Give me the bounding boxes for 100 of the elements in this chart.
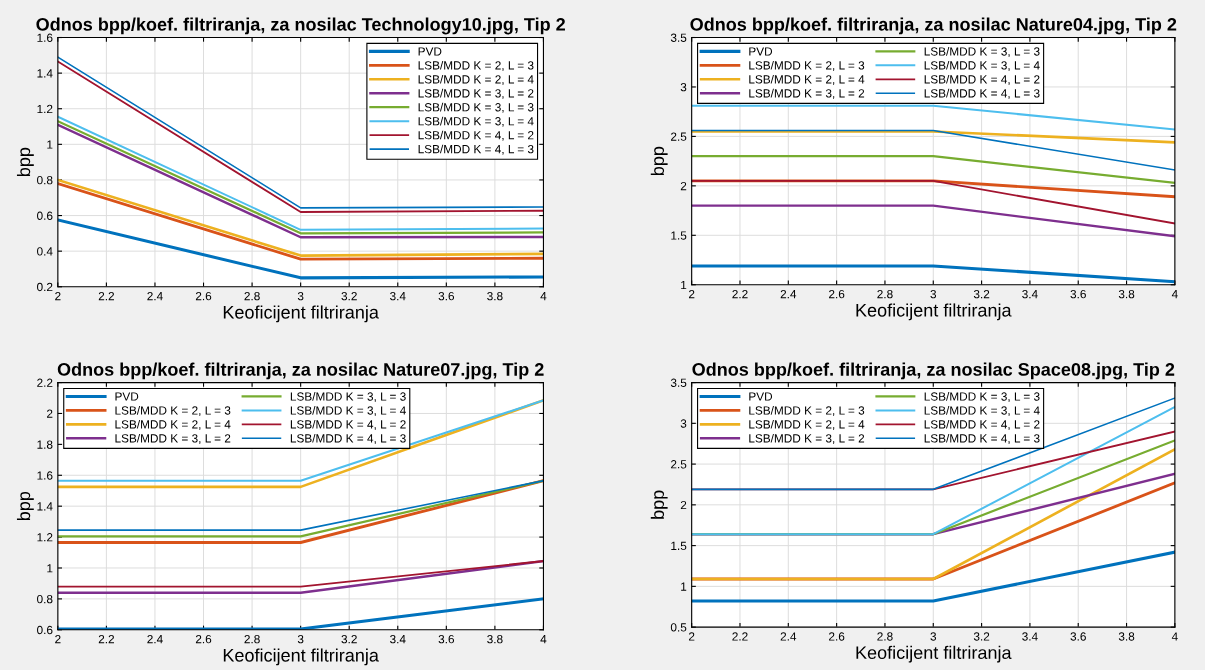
y-tick-label: 1.6: [37, 33, 53, 42]
x-tick-label: 3.2: [341, 634, 357, 644]
legend-label: LSB/MDD K = 3, L = 4: [924, 60, 1040, 71]
legend-label: LSB/MDD K = 4, L = 3: [924, 433, 1040, 444]
x-tick-label: 4: [540, 292, 547, 301]
y-tick-label: 0.6: [37, 211, 53, 220]
y-axis-title: bpp: [650, 146, 668, 176]
legend-label: LSB/MDD K = 3, L = 4: [418, 116, 534, 127]
x-tick-label: 2.2: [98, 634, 115, 644]
x-tick-label: 2.6: [829, 289, 845, 299]
y-tick-label: 3: [680, 83, 687, 92]
x-tick-label: 2.8: [877, 632, 893, 641]
y-tick-label: 2.5: [670, 132, 687, 141]
x-axis-title: Keoficijent filtriranja: [856, 645, 1012, 663]
legend-label: LSB/MDD K = 2, L = 4: [115, 419, 231, 430]
legend-label: LSB/MDD K = 4, L = 3: [418, 144, 534, 155]
y-axis-title: bpp: [16, 147, 34, 177]
x-tick-label: 2: [55, 291, 61, 301]
x-tick-label: 2: [688, 289, 695, 299]
x-tick-label: 2.2: [732, 289, 748, 299]
legend-label: LSB/MDD K = 3, L = 2: [115, 433, 231, 444]
x-tick-label: 3.8: [1118, 632, 1135, 641]
legend-label: LSB/MDD K = 2, L = 3: [115, 405, 231, 417]
y-tick-label: 1: [47, 140, 53, 149]
legend-label: LSB/MDD K = 3, L = 3: [924, 392, 1040, 403]
y-tick-label: 1.2: [37, 104, 53, 114]
x-tick-label: 2.4: [147, 291, 163, 301]
x-tick-label: 4: [540, 635, 547, 644]
y-tick-label: 2.2: [37, 378, 53, 387]
y-axis-title: bpp: [16, 491, 34, 521]
x-tick-label: 3: [297, 634, 304, 644]
x-tick-label: 3.8: [487, 634, 503, 644]
x-tick-label: 3.6: [1070, 632, 1086, 641]
x-tick-label: 2.4: [780, 289, 797, 299]
legend-label: LSB/MDD K = 4, L = 2: [290, 419, 406, 430]
x-tick-label: 3: [930, 632, 937, 641]
x-tick-label: 2.2: [98, 291, 115, 301]
x-axis-title: Keoficijent filtriranja: [856, 303, 1012, 321]
x-tick-label: 2.4: [780, 632, 797, 641]
y-tick-label: 1: [681, 582, 687, 591]
y-tick-label: 1: [47, 564, 53, 573]
y-tick-label: 3: [680, 419, 687, 428]
x-tick-label: 3.4: [390, 634, 406, 644]
y-tick-label: 1.4: [37, 69, 53, 78]
legend-label: PVD: [115, 392, 139, 401]
x-axis-title: Keoficijent filtriranja: [223, 648, 379, 666]
x-axis-title: Keoficijent filtriranja: [223, 305, 379, 323]
x-tick-label: 2.8: [244, 634, 260, 644]
x-tick-label: 2.8: [244, 291, 260, 301]
y-tick-label: 0.5: [670, 623, 687, 632]
y-tick-label: 3.5: [670, 378, 687, 387]
x-tick-label: 2.2: [732, 632, 748, 641]
legend-label: LSB/MDD K = 4, L = 2: [418, 130, 534, 141]
x-tick-label: 3: [297, 291, 304, 301]
y-tick-label: 0.8: [37, 175, 53, 185]
x-tick-label: 4: [1171, 290, 1178, 299]
y-tick-label: 2.5: [670, 460, 687, 469]
x-tick-label: 3.4: [390, 291, 406, 301]
x-tick-label: 3.4: [1022, 632, 1038, 641]
chart-title: Odnos bpp/koef. filtriranja, za nosilac Nature04.jpg, Tip 2: [690, 17, 1177, 35]
y-tick-label: 0.8: [37, 594, 53, 604]
legend-label: LSB/MDD K = 2, L = 4: [418, 74, 534, 85]
chart-title: Odnos bpp/koef. filtriranja, za nosilac Nature07.jpg, Tip 2: [57, 362, 544, 380]
y-tick-label: 2: [680, 181, 687, 191]
x-tick-label: 3.2: [973, 632, 990, 641]
y-tick-label: 1.8: [37, 440, 53, 449]
legend-label: LSB/MDD K = 2, L = 4: [749, 419, 865, 430]
legend-label: LSB/MDD K = 4, L = 2: [924, 74, 1040, 85]
legend-label: LSB/MDD K = 4, L = 3: [924, 88, 1040, 99]
y-tick-label: 1.5: [671, 231, 687, 240]
x-tick-label: 2.6: [195, 634, 212, 644]
legend-label: PVD: [418, 47, 442, 56]
x-tick-label: 3.6: [1070, 289, 1086, 299]
y-tick-label: 1.6: [37, 471, 53, 480]
x-tick-label: 3.8: [487, 291, 503, 301]
x-tick-label: 2: [55, 634, 61, 644]
x-tick-label: 2.8: [877, 289, 893, 299]
legend-label: LSB/MDD K = 3, L = 3: [924, 46, 1040, 58]
x-tick-label: 3: [930, 289, 937, 299]
legend-label: LSB/MDD K = 2, L = 3: [418, 60, 534, 71]
legend-label: LSB/MDD K = 3, L = 3: [290, 392, 406, 403]
x-tick-label: 3.6: [438, 634, 455, 644]
x-tick-label: 2.6: [829, 632, 845, 641]
legend-label: LSB/MDD K = 3, L = 2: [418, 88, 534, 99]
x-tick-label: 3.6: [438, 291, 455, 301]
x-tick-label: 4: [1171, 632, 1178, 641]
x-tick-label: 3.4: [1022, 289, 1038, 299]
legend-label: LSB/MDD K = 3, L = 2: [749, 88, 865, 99]
chart-title: Odnos bpp/koef. filtriranja, za nosilac Space08.jpg, Tip 2: [692, 362, 1175, 380]
legend-label: LSB/MDD K = 3, L = 4: [924, 405, 1040, 417]
legend-label: LSB/MDD K = 3, L = 3: [418, 102, 534, 113]
y-axis-title: bpp: [650, 490, 668, 519]
y-tick-label: 0.4: [37, 247, 53, 256]
legend-label: PVD: [749, 392, 773, 401]
y-tick-label: 2: [47, 409, 53, 418]
y-tick-label: 0.6: [37, 625, 53, 635]
x-tick-label: 2.4: [147, 634, 163, 644]
x-tick-label: 3.2: [973, 289, 990, 299]
x-tick-label: 3.2: [341, 291, 357, 301]
legend-label: LSB/MDD K = 4, L = 2: [924, 419, 1040, 430]
